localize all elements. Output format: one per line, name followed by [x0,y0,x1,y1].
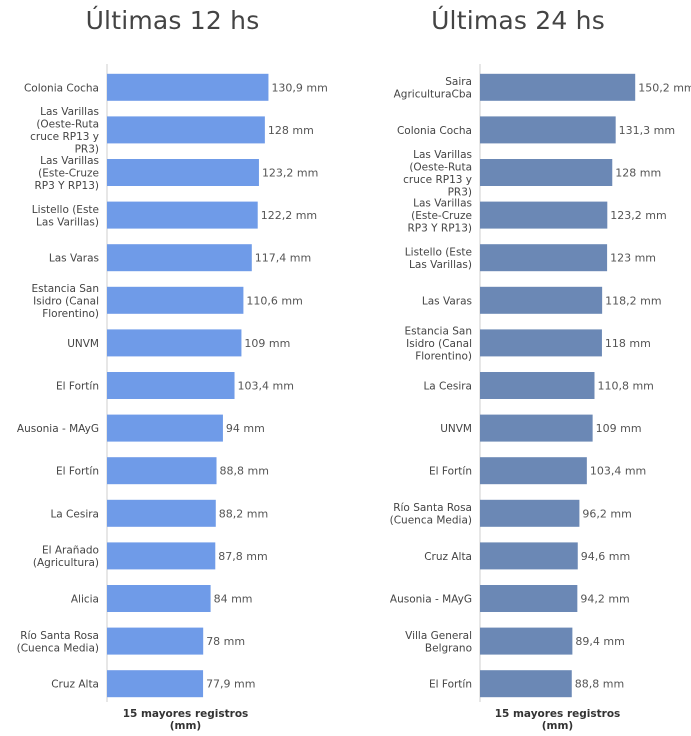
data-label: 118 mm [605,337,651,350]
data-label: 96,2 mm [582,507,631,520]
bar [480,457,587,485]
data-label: 88,8 mm [575,678,624,691]
bar [480,372,595,399]
bar [107,670,204,698]
bar [480,286,603,314]
bar [107,159,259,186]
bar [480,670,572,698]
data-label: 130,9 mm [271,81,327,94]
category-label: UNVM [67,338,99,350]
data-label: 88,8 mm [220,465,269,478]
category-label: Colonia Cocha [24,82,99,94]
data-label: 110,8 mm [597,380,653,393]
data-label: 150,2 mm [638,81,691,94]
data-label: 94 mm [226,422,265,435]
x-axis-title: 15 mayores registros (mm) [122,708,249,732]
data-label: 94,6 mm [581,550,630,563]
category-label: Estancia San Isidro (Canal Florentino) [404,325,472,362]
data-label: 78 mm [206,635,245,648]
category-label: UNVM [440,423,472,435]
category-label: Las Varillas (Este-Cruze RP3 Y RP13) [408,198,472,235]
bar [480,627,573,655]
bar [107,329,242,357]
data-label: 89,4 mm [575,635,624,648]
bar [480,201,608,229]
category-label: Villa General Belgrano [405,630,472,655]
chart-title: Últimas 24 hs [431,6,605,35]
category-label: Listello (Este Las Varillas) [32,204,99,229]
category-label: Ausonia - MAyG [17,423,99,435]
chart-panel-12hs: Últimas 12 hs 130,9 mm Colonia Cocha 128 m… [0,0,345,736]
bar [107,457,217,485]
bar-chart-24hs: 150,2 mm Saira AgriculturaCba 131,3 mm Colon… [390,64,691,702]
bar [480,244,608,272]
data-label: 118,2 mm [605,294,661,307]
category-label: Cruz Alta [51,679,99,691]
bar [107,414,223,442]
data-label: 117,4 mm [255,252,311,265]
data-label: 103,4 mm [238,380,294,393]
data-label: 94,2 mm [580,593,629,606]
category-label: Las Varas [422,295,472,307]
bar [107,244,252,272]
category-label: Las Varillas (Oeste-Ruta cruce RP13 y PR3) [30,106,99,155]
bar [480,116,616,144]
data-label: 110,6 mm [246,294,302,307]
category-label: Colonia Cocha [397,125,472,137]
category-label: Listello (Este Las Varillas) [405,246,472,271]
bar [480,585,578,612]
data-label: 109 mm [596,422,642,435]
bar [480,159,613,186]
data-label: 103,4 mm [590,465,646,478]
data-label: 123 mm [610,252,656,265]
category-label: El Arañado (Agricultura) [33,545,99,570]
x-axis-title: 15 mayores registros (mm) [494,708,621,732]
category-label: Estancia San Isidro (Canal Florentino) [31,283,99,320]
bar [107,542,216,570]
data-label: 131,3 mm [619,124,675,137]
category-label: El Fortín [429,679,472,691]
bar [480,499,580,527]
category-label: Las Varas [49,253,99,265]
data-label: 123,2 mm [262,167,318,180]
data-label: 109 mm [244,337,290,350]
category-label: Las Varillas (Este-Cruze RP3 Y RP13) [35,155,99,192]
bar [480,414,593,442]
data-label: 77,9 mm [206,678,255,691]
category-label: Río Santa Rosa (Cuenca Media) [17,630,99,655]
data-label: 122,2 mm [261,209,317,222]
bar [107,286,244,314]
category-label: Cruz Alta [424,551,472,563]
bar [107,585,211,612]
bar [107,372,235,399]
bar [107,201,258,229]
category-label: Las Varillas (Oeste-Ruta cruce RP13 y PR3) [403,149,472,199]
data-label: 128 mm [615,167,661,180]
data-label: 128 mm [268,124,314,137]
bar [480,73,636,101]
category-label: El Fortín [56,381,99,393]
bar [107,116,265,144]
bar [107,73,269,101]
bar [107,499,216,527]
bar [107,627,204,655]
bar [480,542,578,570]
category-label: El Fortín [56,466,99,478]
data-label: 84 mm [214,593,253,606]
data-label: 87,8 mm [218,550,267,563]
category-label: Alicia [71,594,99,606]
category-label: Río Santa Rosa (Cuenca Media) [390,502,472,527]
category-label: El Fortín [429,466,472,478]
bar [480,329,602,357]
chart-panel-24hs: Últimas 24 hs 150,2 mm Saira AgriculturaCb… [345,0,691,736]
data-label: 123,2 mm [610,209,666,222]
category-label: Saira AgriculturaCba [394,76,472,101]
category-label: La Cesira [50,508,99,520]
data-label: 88,2 mm [219,507,268,520]
chart-title: Últimas 12 hs [85,6,260,35]
category-label: Ausonia - MAyG [390,594,472,606]
category-label: La Cesira [423,381,472,393]
bar-chart-12hs: 130,9 mm Colonia Cocha 128 mm Las Varillas(… [17,64,328,702]
